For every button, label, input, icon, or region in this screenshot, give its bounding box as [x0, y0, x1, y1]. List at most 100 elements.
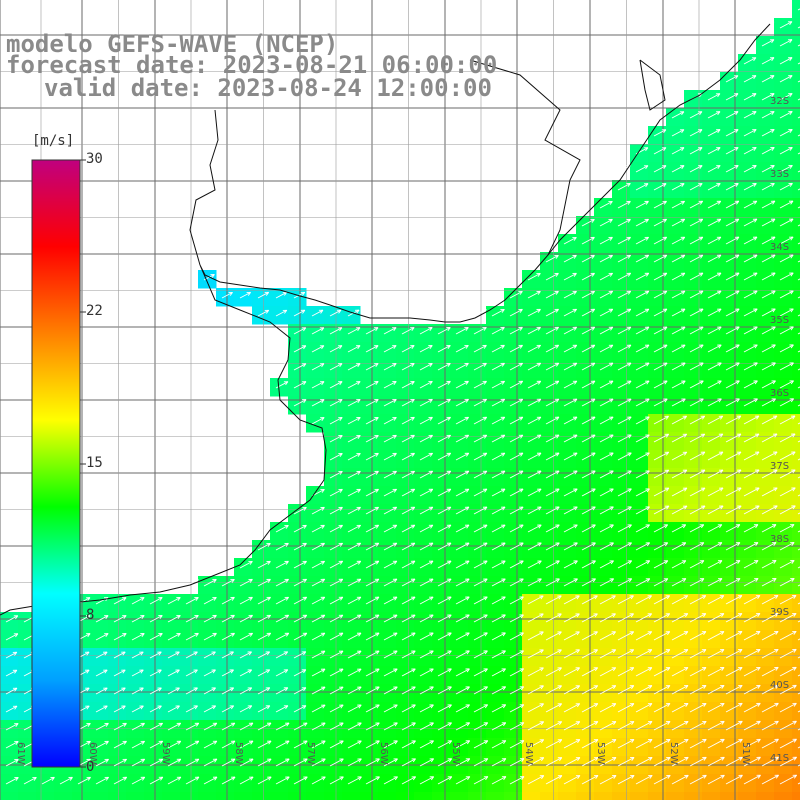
- wind-arrow: [419, 704, 434, 713]
- wind-cell: [342, 432, 361, 451]
- wind-arrow: [527, 488, 542, 497]
- wind-arrow: [581, 290, 595, 299]
- wind-arrow: [239, 560, 253, 569]
- wind-cell: [558, 504, 577, 523]
- wind-arrow: [545, 470, 560, 479]
- wind-cell: [594, 684, 613, 703]
- wind-arrow: [599, 560, 614, 569]
- wind-arrow: [617, 649, 635, 659]
- wind-cell: [684, 702, 703, 721]
- wind-cell: [306, 558, 325, 577]
- wind-cell: [450, 630, 469, 649]
- wind-arrow: [419, 542, 434, 551]
- wind-cell: [486, 684, 505, 703]
- wind-cell: [468, 414, 487, 433]
- wind-cell: [612, 720, 631, 739]
- wind-cell: [360, 594, 379, 613]
- wind-arrow: [203, 705, 217, 713]
- wind-arrow: [293, 651, 307, 659]
- wind-cell: [468, 396, 487, 415]
- wind-cell: [360, 486, 379, 505]
- wind-cell: [540, 576, 559, 595]
- wind-arrow: [581, 560, 596, 569]
- wind-arrow: [509, 650, 524, 659]
- wind-arrow: [275, 687, 289, 695]
- wind-arrow: [653, 578, 669, 587]
- wind-cell: [396, 342, 415, 361]
- wind-arrow: [617, 774, 635, 785]
- wind-cell: [126, 684, 145, 703]
- wind-cell: [792, 378, 800, 397]
- wind-arrow: [653, 451, 670, 461]
- wind-arrow: [293, 542, 307, 551]
- wind-cell: [252, 612, 271, 631]
- wind-cell: [486, 342, 505, 361]
- wind-arrow: [617, 631, 635, 641]
- wind-cell: [792, 450, 800, 469]
- wind-cell: [414, 792, 433, 800]
- wind-cell: [756, 630, 775, 649]
- wind-arrow: [599, 308, 614, 317]
- wind-arrow: [527, 775, 545, 785]
- wind-cell: [666, 684, 685, 703]
- wind-cell: [324, 576, 343, 595]
- wind-arrow: [293, 776, 308, 785]
- wind-cell: [288, 684, 307, 703]
- wind-cell: [486, 486, 505, 505]
- wind-arrow: [653, 344, 668, 353]
- wind-arrow: [401, 704, 416, 713]
- wind-cell: [522, 432, 541, 451]
- wind-arrow: [167, 614, 181, 623]
- wind-cell: [468, 774, 487, 793]
- wind-arrow: [761, 702, 779, 713]
- wind-cell: [630, 522, 649, 541]
- wind-cell: [288, 648, 307, 667]
- wind-cell: [162, 630, 181, 649]
- wind-arrow: [239, 669, 253, 677]
- wind-cell: [720, 180, 739, 199]
- wind-arrow: [617, 757, 635, 767]
- wind-cell: [486, 414, 505, 433]
- wind-cell: [774, 90, 793, 109]
- wind-arrow: [473, 488, 488, 497]
- wind-arrow: [653, 380, 668, 389]
- wind-arrow: [329, 596, 344, 605]
- wind-cell: [756, 612, 775, 631]
- wind-arrow: [311, 776, 326, 785]
- wind-arrow: [689, 433, 706, 443]
- wind-cell: [720, 774, 739, 793]
- wind-cell: [702, 378, 721, 397]
- wind-arrow: [689, 380, 704, 389]
- wind-cell: [180, 648, 199, 667]
- wind-arrow: [599, 254, 613, 263]
- wind-arrow: [689, 613, 707, 623]
- wind-arrow: [725, 649, 743, 659]
- wind-arrow: [347, 470, 361, 479]
- wind-arrow: [743, 469, 760, 479]
- wind-cell: [378, 378, 397, 397]
- wind-cell: [396, 684, 415, 703]
- wind-arrow: [725, 218, 740, 227]
- wind-arrow: [329, 740, 344, 749]
- wind-cell: [792, 162, 800, 181]
- wind-arrow: [671, 433, 688, 443]
- wind-arrow: [725, 254, 740, 263]
- wind-arrow: [491, 434, 506, 443]
- wind-cell: [756, 126, 775, 145]
- wind-arrow: [599, 667, 617, 677]
- wind-cell: [450, 666, 469, 685]
- wind-cell: [522, 684, 541, 703]
- wind-cell: [324, 522, 343, 541]
- wind-cell: [342, 630, 361, 649]
- wind-cell: [450, 648, 469, 667]
- wind-arrow: [275, 542, 289, 551]
- wind-arrow: [365, 758, 380, 767]
- longitude-label: 61W: [15, 742, 26, 765]
- wind-arrow: [293, 327, 307, 335]
- wind-cell: [774, 450, 793, 469]
- wind-arrow: [5, 776, 19, 785]
- wind-cell: [486, 738, 505, 757]
- wind-cell: [486, 666, 505, 685]
- wind-arrow: [149, 632, 163, 641]
- wind-arrow: [779, 380, 794, 389]
